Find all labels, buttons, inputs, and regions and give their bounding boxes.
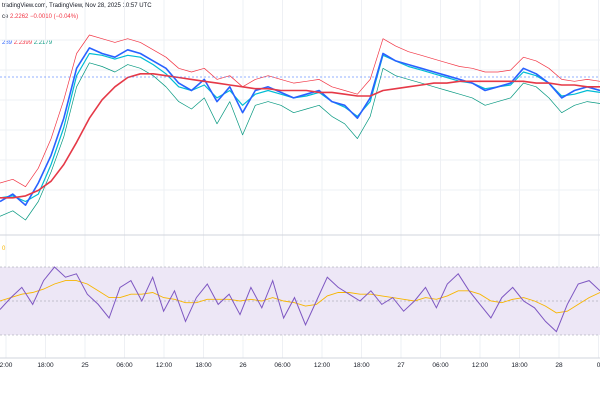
x-tick-label: 25 [81, 362, 89, 369]
upper-band-line [0, 34, 600, 188]
x-tick-label: 06:00 [274, 362, 291, 369]
x-tick-label: 18:00 [195, 362, 212, 369]
indicator-value-1: 289 [2, 40, 13, 46]
x-tick-label: 12:00 [314, 362, 331, 369]
x-tick-label: 26 [239, 362, 247, 369]
x-tick-label: 18:00 [511, 362, 528, 369]
attribution-text: tradingView.com, TradingView, Nov 28, 20… [2, 3, 152, 9]
x-tick-label: 28 [555, 362, 563, 369]
x-tick-label: 06:00 [432, 362, 449, 369]
indicator-value-2: 2.2399 [13, 40, 33, 46]
x-tick-label: 18:00 [353, 362, 370, 369]
price-line [0, 47, 600, 206]
mid-line [0, 52, 600, 203]
rsi-line [0, 266, 600, 333]
price-last: 2.2262 [10, 14, 29, 20]
lower-band-line [0, 62, 600, 221]
rsi-pane [0, 266, 600, 336]
x-tick-label: 18:00 [37, 362, 54, 369]
indicator-legend: 289 2.2399 2.2179 [2, 40, 52, 46]
rsi-legend: 0 [2, 246, 6, 252]
main-pane [0, 34, 600, 221]
x-tick-label: 0 [597, 362, 600, 369]
price-legend: ce 2.2262 −0.0010 (−0.04%) [2, 14, 78, 20]
x-tick-label: 12:00 [156, 362, 173, 369]
x-tick-label: 2:00 [0, 362, 13, 369]
x-tick-label: 06:00 [116, 362, 133, 369]
x-axis: 2:00 18:00 25 06:00 12:00 18:00 26 06:00 12:00 18… [0, 362, 600, 369]
x-tick-label: 27 [397, 362, 405, 369]
indicator-value-3: 2.2179 [33, 40, 53, 46]
attribution-source: tradingView.com, [2, 3, 50, 9]
rsi-ma-line [0, 280, 600, 314]
long-ma-line [0, 73, 600, 199]
price-prefix: ce [2, 14, 9, 20]
x-tick-label: 12:00 [472, 362, 489, 369]
attribution-date: TradingView, Nov 28, 2025 10:57 UTC [49, 3, 152, 9]
price-change: −0.0010 (−0.04%) [30, 14, 79, 20]
